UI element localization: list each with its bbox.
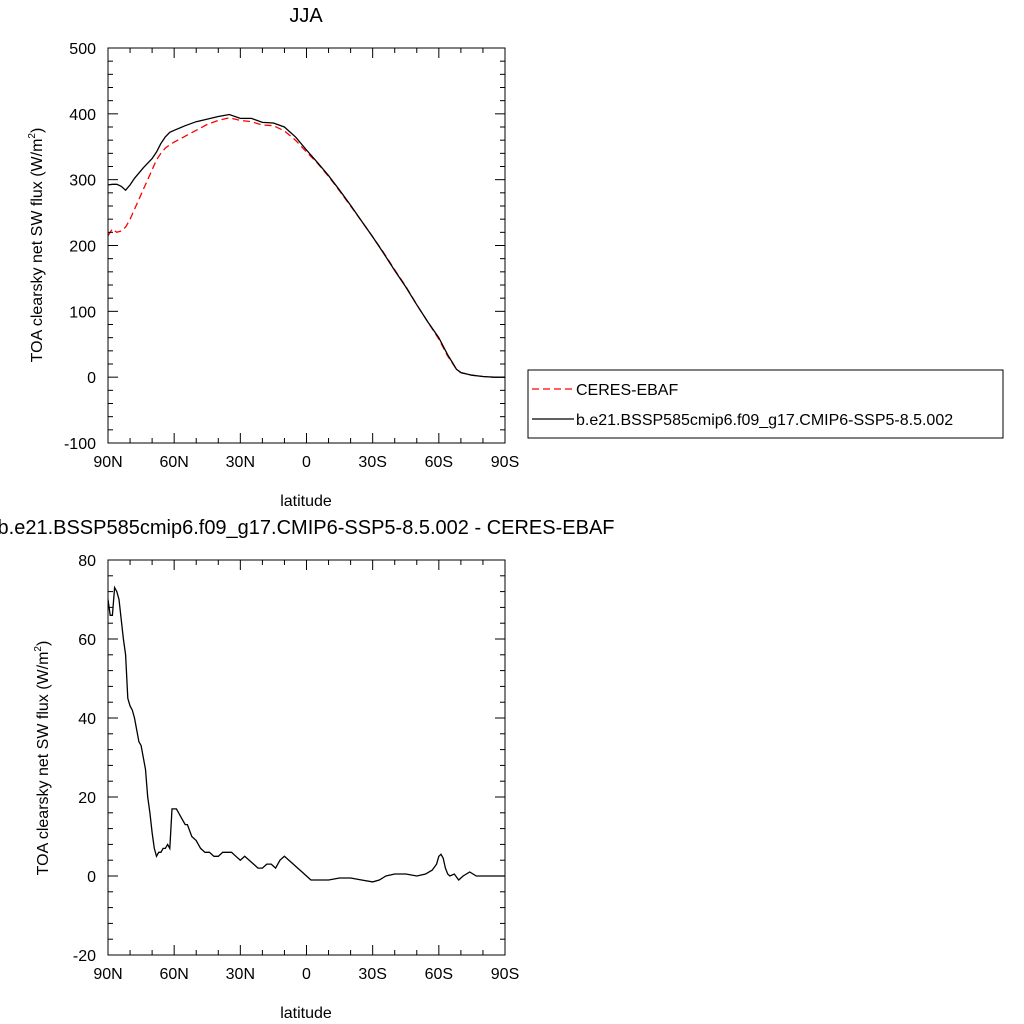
- legend: CERES-EBAF b.e21.BSSP585cmip6.f09_g17.CM…: [527, 369, 1004, 439]
- bottom-x-tick-label: 90S: [491, 966, 519, 983]
- top-y-tick-label: 500: [69, 41, 96, 58]
- bottom-x-tick-label: 0: [302, 966, 311, 983]
- bottom-y-tick-label: 20: [78, 790, 96, 807]
- legend-label-ceres: CERES-EBAF: [576, 382, 678, 399]
- top-x-tick-label: 60S: [425, 454, 453, 471]
- top-y-tick-label: 0: [87, 370, 96, 387]
- legend-box: [527, 369, 1004, 439]
- bottom-y-axis-label: TOA clearsky net SW flux (W/m2): [33, 641, 52, 876]
- top-x-tick-label: 90N: [93, 454, 122, 471]
- top-x-tick-label: 60N: [159, 454, 188, 471]
- top-x-tick-label: 0: [302, 454, 311, 471]
- bottom-x-tick-label: 60N: [159, 966, 188, 983]
- top-y-tick-label: 400: [69, 107, 96, 124]
- top-y-tick-label: 300: [69, 173, 96, 190]
- bottom-x-tick-label: 90N: [93, 966, 122, 983]
- bottom-y-tick-label: 40: [78, 711, 96, 728]
- top-series-line-0: [108, 117, 505, 378]
- top-y-tick-label: 200: [69, 239, 96, 256]
- bottom-y-tick-label: 80: [78, 553, 96, 570]
- top-series-line-1: [108, 113, 505, 378]
- top-y-tick-label: 100: [69, 304, 96, 321]
- top-x-tick-label: 30N: [226, 454, 255, 471]
- legend-label-model: b.e21.BSSP585cmip6.f09_g17.CMIP6-SSP5-8.…: [576, 412, 953, 429]
- bottom-y-tick-label: 60: [78, 632, 96, 649]
- top-frame: [107, 47, 506, 444]
- bottom-x-tick-label: 30S: [358, 966, 386, 983]
- top-y-axis-label: TOA clearsky net SW flux (W/m2): [27, 128, 46, 363]
- bottom-chart-title: b.e21.BSSP585cmip6.f09_g17.CMIP6-SSP5-8.…: [0, 517, 614, 539]
- top-x-tick-label: 90S: [491, 454, 519, 471]
- top-chart-title: JJA: [289, 5, 323, 27]
- bottom-x-axis-label: latitude: [280, 1005, 332, 1022]
- bottom-series-line-0: [108, 585, 505, 883]
- bottom-x-tick-label: 30N: [226, 966, 255, 983]
- bottom-y-tick-label: 0: [87, 869, 96, 886]
- top-x-axis-label: latitude: [280, 493, 332, 510]
- top-x-tick-label: 30S: [358, 454, 386, 471]
- bottom-chart-plot-area: 90N 60N 30N 0 30S 60S 90S -20 0 20 40 60 80: [73, 553, 519, 983]
- bottom-x-tick-label: 60S: [425, 966, 453, 983]
- top-y-tick-label: -100: [64, 436, 96, 453]
- top-chart-plot-area: 90N 60N 30N 0 30S 60S 90S -100 0 100 200 300 400 500: [64, 41, 519, 471]
- bottom-frame: [107, 559, 506, 956]
- bottom-y-tick-label: -20: [73, 948, 96, 965]
